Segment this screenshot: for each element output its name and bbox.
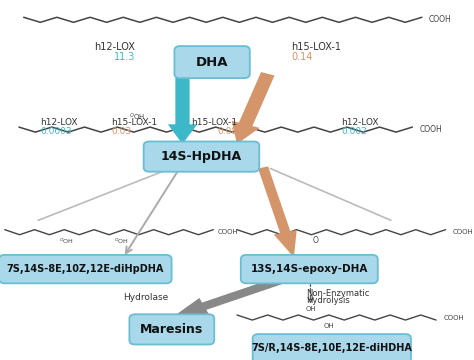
Text: h15-LOX-1: h15-LOX-1 xyxy=(292,42,341,52)
Text: Hydrolysis: Hydrolysis xyxy=(306,296,349,305)
Text: OH: OH xyxy=(324,323,335,329)
Text: $^O$OH: $^O$OH xyxy=(59,237,73,246)
Text: 0.14: 0.14 xyxy=(292,51,313,62)
Text: 0.002: 0.002 xyxy=(341,127,367,136)
Text: COOH: COOH xyxy=(218,229,239,235)
Text: OH: OH xyxy=(305,306,316,312)
Text: O: O xyxy=(312,236,318,245)
FancyBboxPatch shape xyxy=(174,46,250,78)
Text: h12-LOX: h12-LOX xyxy=(341,118,379,127)
Polygon shape xyxy=(258,166,297,257)
FancyBboxPatch shape xyxy=(129,314,214,345)
FancyBboxPatch shape xyxy=(0,255,172,283)
Text: COOH: COOH xyxy=(453,229,474,235)
FancyBboxPatch shape xyxy=(241,255,378,283)
Polygon shape xyxy=(232,72,274,144)
Text: COOH: COOH xyxy=(429,15,452,24)
Text: 7S,14S-8E,10Z,12E-diHpDHA: 7S,14S-8E,10Z,12E-diHpDHA xyxy=(7,264,164,274)
FancyBboxPatch shape xyxy=(253,334,411,360)
Text: 0.08: 0.08 xyxy=(217,127,237,136)
Polygon shape xyxy=(173,275,286,317)
Text: $^{O}$OH: $^{O}$OH xyxy=(129,112,146,123)
Text: 0.0003: 0.0003 xyxy=(40,127,72,136)
FancyBboxPatch shape xyxy=(144,141,259,172)
Text: Non-Enzymatic: Non-Enzymatic xyxy=(306,289,369,298)
Text: h15-LOX-1: h15-LOX-1 xyxy=(111,118,157,127)
Text: 14S-HpDHA: 14S-HpDHA xyxy=(161,150,242,163)
Text: DHA: DHA xyxy=(196,55,228,69)
Text: COOH: COOH xyxy=(443,315,464,320)
Text: 11.3: 11.3 xyxy=(114,51,135,62)
Text: h15-LOX-1: h15-LOX-1 xyxy=(191,118,237,127)
Text: Maresins: Maresins xyxy=(140,323,203,336)
Text: h12-LOX: h12-LOX xyxy=(40,118,78,127)
Polygon shape xyxy=(168,74,197,144)
Text: $^O$OH: $^O$OH xyxy=(114,237,128,246)
Text: 7S/R,14S-8E,10E,12E-diHDHA: 7S/R,14S-8E,10E,12E-diHDHA xyxy=(251,343,412,353)
Text: 0.03: 0.03 xyxy=(111,127,131,136)
Text: Hydrolase: Hydrolase xyxy=(123,292,168,302)
Text: COOH: COOH xyxy=(419,125,442,134)
Text: h12-LOX: h12-LOX xyxy=(94,42,135,52)
Text: 13S,14S-epoxy-DHA: 13S,14S-epoxy-DHA xyxy=(251,264,368,274)
